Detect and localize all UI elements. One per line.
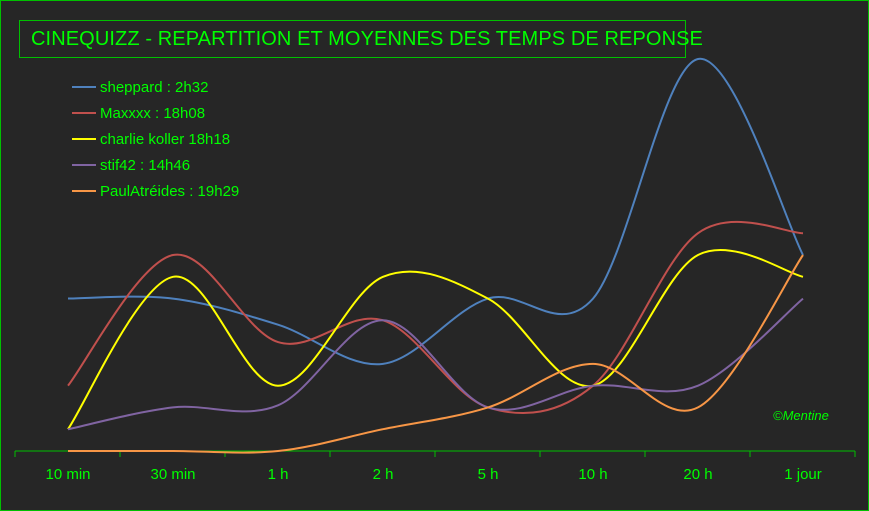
- x-axis: 10 min 30 min 1 h 2 h 5 h 10 h 20 h 1 jour: [14, 450, 856, 483]
- credit-text: ©Mentine: [773, 408, 829, 423]
- x-tick-label: 5 h: [478, 466, 499, 483]
- legend-label: charlie koller 18h18: [100, 131, 230, 148]
- legend-label: Maxxxx : 18h08: [100, 105, 205, 122]
- x-tick-label: 30 min: [150, 466, 195, 483]
- series-line-4: [67, 254, 804, 454]
- chart-title: CINEQUIZZ - REPARTITION ET MOYENNES DES …: [19, 20, 703, 58]
- x-tick-label: 1 h: [268, 466, 289, 483]
- x-tick-label: 10 h: [578, 466, 607, 483]
- legend-label: stif42 : 14h46: [100, 157, 190, 174]
- x-tick-label: 2 h: [373, 466, 394, 483]
- legend-label: sheppard : 2h32: [100, 79, 208, 96]
- legend-label: PaulAtréides : 19h29: [100, 183, 239, 200]
- series-line-1: [67, 220, 804, 415]
- x-tick-label: 1 jour: [784, 466, 822, 483]
- series-lines: [67, 57, 804, 454]
- x-tick-label: 20 h: [683, 466, 712, 483]
- series-line-3: [67, 297, 804, 431]
- legend: sheppard : 2h32 Maxxxx : 18h08 charlie kol…: [72, 79, 239, 200]
- x-tick-label: 10 min: [45, 466, 90, 483]
- series-line-2: [67, 249, 804, 430]
